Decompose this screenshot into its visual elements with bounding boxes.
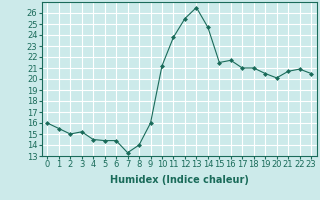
X-axis label: Humidex (Indice chaleur): Humidex (Indice chaleur)	[110, 175, 249, 185]
